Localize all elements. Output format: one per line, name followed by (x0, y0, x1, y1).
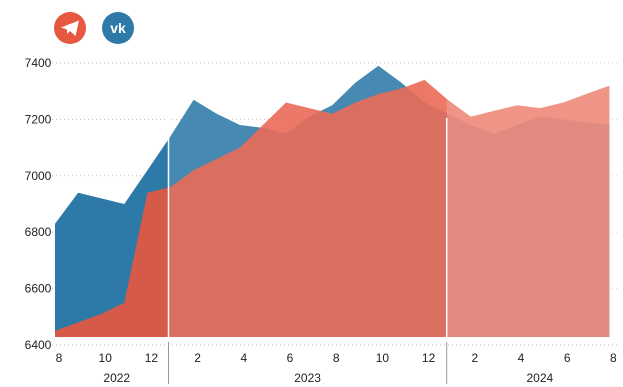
x-tick-label: 12 (145, 351, 159, 365)
x-tick-label: 6 (564, 351, 571, 365)
x-tick-label: 10 (376, 351, 390, 365)
telegram-glyph (61, 20, 79, 36)
year-label: 2022 (103, 371, 130, 385)
y-tick-label: 6800 (25, 225, 52, 239)
vk-icon[interactable] (102, 12, 134, 44)
y-tick-label: 6600 (25, 282, 52, 296)
x-tick-label: 8 (333, 351, 340, 365)
x-tick-label: 8 (610, 351, 617, 365)
legend: vk (54, 12, 134, 44)
year-label: 2023 (294, 371, 321, 385)
year-label: 2024 (526, 371, 553, 385)
y-tick-label: 7000 (25, 169, 52, 183)
x-axis: 8 10 12 2 4 6 8 10 12 2 4 6 8 2022 2023 2024 (56, 342, 617, 385)
period-overlays (167, 45, 618, 337)
y-tick-label: 7400 (25, 56, 52, 70)
x-tick-label: 4 (518, 351, 525, 365)
vk-glyph: vk (110, 20, 126, 36)
telegram-legend[interactable] (54, 12, 86, 44)
vk-legend[interactable]: vk (102, 12, 134, 44)
x-tick-label: 2 (194, 351, 201, 365)
x-tick-label: 8 (56, 351, 63, 365)
x-tick-label: 10 (99, 351, 113, 365)
y-tick-label: 6400 (25, 338, 52, 352)
y-axis: 6400 6600 6800 7000 7200 7400 (25, 56, 52, 352)
x-tick-label: 4 (240, 351, 247, 365)
year-2023-tint (168, 45, 447, 337)
x-tick-label: 12 (422, 351, 436, 365)
telegram-series-area (55, 79, 610, 338)
year-2024-tint (446, 45, 618, 337)
x-tick-label: 2 (471, 351, 478, 365)
y-tick-label: 7200 (25, 112, 52, 126)
plot-areas (55, 65, 610, 338)
x-tick-label: 6 (287, 351, 294, 365)
